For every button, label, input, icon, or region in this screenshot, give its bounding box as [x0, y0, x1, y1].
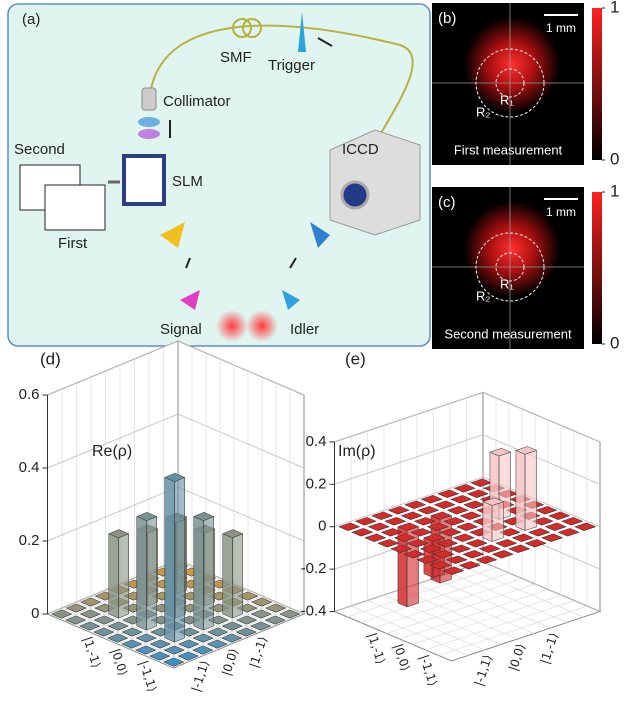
setup-label: Trigger	[268, 57, 315, 74]
bar3d-chart: -0.4-0.200.20.4|1,-1⟩|1,-1⟩|0,0⟩|0,0⟩|-1…	[301, 349, 600, 687]
scale-label: 1 mm	[546, 205, 576, 219]
radius-label: R₁	[500, 276, 514, 291]
bar-face	[194, 517, 204, 631]
measurement-panels: (b) 1 mm R₁ R₂ First measurement 1 0 (c) 1 mm R₁ R…	[432, 0, 619, 352]
caption: Second measurement	[444, 326, 572, 341]
radius-label: R₂	[476, 104, 490, 119]
chart-title: Re(ρ)	[92, 443, 132, 460]
chart-title: Im(ρ)	[338, 443, 376, 460]
bar-face	[137, 517, 147, 631]
setup-label: Second	[14, 141, 65, 158]
bar	[165, 473, 185, 642]
setup-label: ICCD	[342, 141, 379, 158]
bar-face	[147, 517, 157, 631]
panel-label: (a)	[22, 11, 40, 28]
category-label: |0,0⟩	[108, 647, 130, 678]
category-label: |0,0⟩	[219, 647, 241, 678]
category-label: |1,-1⟩	[538, 631, 561, 666]
panel-label: (e)	[345, 349, 366, 368]
category-label: |-1,1⟩	[417, 653, 440, 688]
density-matrix-charts: 00.20.40.6|1,-1⟩|1,-1⟩|0,0⟩|0,0⟩|-1,1⟩|-…	[19, 341, 600, 694]
bar	[516, 447, 537, 531]
z-tick-label: 0.4	[19, 459, 40, 476]
colorbar	[592, 192, 602, 344]
bar	[137, 512, 157, 630]
category-label: |0,0⟩	[506, 642, 528, 673]
colorbar-label: 1	[610, 181, 619, 200]
category-label: |0,0⟩	[391, 642, 413, 673]
setup-panel: (a) SMF Trigger Collimator Second First …	[8, 4, 430, 346]
category-label: |1,-1⟩	[365, 631, 388, 666]
bar-face	[492, 502, 504, 542]
colorbar-label: 1	[610, 0, 619, 16]
category-label: |-1,1⟩	[189, 659, 212, 694]
z-tick-label: 0.4	[306, 433, 327, 450]
bar	[109, 530, 129, 619]
category-label: |-1,1⟩	[136, 659, 159, 694]
bar-face	[165, 477, 175, 642]
category-label: |1,-1⟩	[80, 635, 103, 670]
colorbar	[592, 8, 602, 160]
bar3d-chart: 00.20.40.6|1,-1⟩|1,-1⟩|0,0⟩|0,0⟩|-1,1⟩|-…	[19, 341, 304, 694]
bar	[223, 530, 243, 619]
beam-image: (b) 1 mm R₁ R₂ First measurement 1 0	[432, 0, 619, 168]
caption: First measurement	[454, 142, 563, 157]
radius-label: R₂	[476, 288, 490, 303]
z-tick-label: 0	[31, 605, 39, 622]
colorbar-label: 0	[610, 149, 619, 168]
category-label: |1,-1⟩	[247, 635, 270, 670]
z-tick-label: 0.2	[306, 475, 327, 492]
bar-face	[109, 534, 119, 619]
z-tick-label: -0.4	[301, 602, 327, 619]
bar-face	[119, 534, 129, 619]
panel-label: (b)	[438, 10, 456, 27]
setup-label: First	[58, 235, 88, 252]
bar	[194, 512, 214, 630]
panel-label: (d)	[40, 349, 61, 368]
category-label: |-1,1⟩	[472, 653, 495, 688]
bar-face	[175, 477, 185, 642]
radius-label: R₁	[500, 92, 514, 107]
setup-label: Idler	[290, 321, 319, 338]
beam-image: (c) 1 mm R₁ R₂ Second measurement 1 0	[432, 181, 619, 352]
colorbar-label: 0	[610, 333, 619, 352]
setup-label: SMF	[220, 49, 252, 66]
bar-face	[525, 450, 537, 530]
z-tick-label: 0.2	[19, 532, 40, 549]
setup-label: Collimator	[163, 93, 231, 110]
z-tick-label: 0.6	[19, 386, 40, 403]
bar-face	[483, 502, 492, 542]
panel-label: (c)	[438, 194, 456, 211]
bar	[483, 498, 504, 542]
z-tick-label: 0	[318, 518, 326, 535]
bar-face	[233, 534, 243, 619]
bar-face	[204, 517, 214, 631]
setup-label: Signal	[160, 321, 202, 338]
setup-label: SLM	[172, 173, 203, 190]
figure: (a) SMF Trigger Collimator Second First …	[0, 0, 643, 715]
z-tick-label: -0.2	[301, 560, 327, 577]
scale-label: 1 mm	[546, 21, 576, 35]
bar-face	[516, 450, 525, 530]
bar-face	[223, 534, 233, 619]
